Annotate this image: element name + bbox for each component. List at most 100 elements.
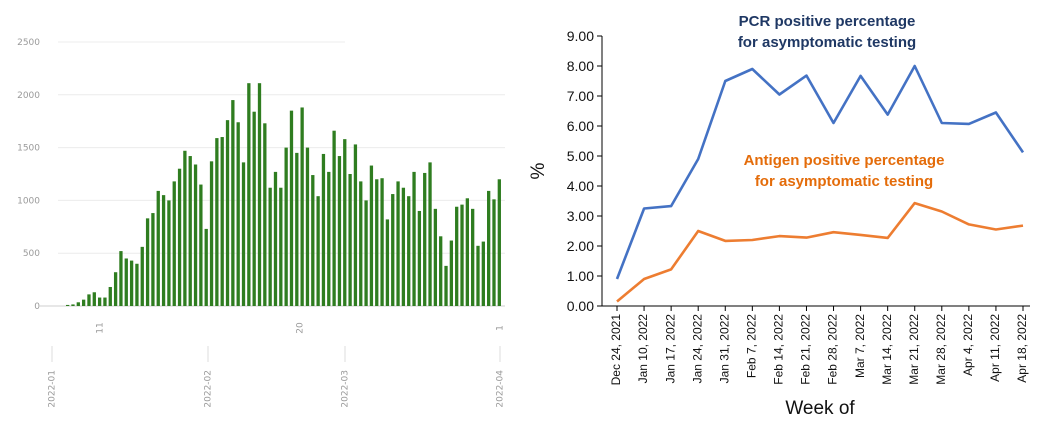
- left-bar: [108, 286, 112, 306]
- left-bar: [289, 110, 294, 306]
- left-bar: [225, 120, 230, 306]
- right-x-tick-label: Feb 7, 2022: [745, 314, 759, 378]
- left-bar: [481, 241, 485, 306]
- right-y-tick-label: 7.00: [567, 88, 594, 104]
- left-bar: [81, 299, 86, 306]
- right-y-tick-label: 4.00: [567, 178, 594, 194]
- right-y-tick-label: 8.00: [567, 58, 594, 74]
- left-bar: [348, 174, 352, 306]
- left-bar: [247, 83, 251, 307]
- right-x-tick-label: Mar 28, 2022: [934, 314, 948, 385]
- left-bar: [193, 164, 198, 306]
- left-bar: [135, 263, 139, 306]
- left-bar: [337, 156, 342, 306]
- left-bar: [444, 265, 448, 306]
- pcr-series-line: [615, 64, 1025, 280]
- left-inline-label: 11: [96, 322, 106, 333]
- right-line-chart: 0.00 1.00 2.00 3.00 4.00 5.00 6.00 7.00 8.00 9.00…: [528, 13, 1030, 419]
- left-bar: [145, 218, 150, 306]
- left-bar: [380, 178, 384, 306]
- left-bar: [423, 172, 427, 306]
- left-bar: [353, 144, 358, 306]
- left-bar: [476, 245, 480, 306]
- left-bar: [167, 200, 171, 306]
- left-bar: [124, 258, 128, 306]
- right-x-tick-label: Apr 11, 2022: [988, 314, 1002, 382]
- left-bar: [268, 187, 272, 306]
- right-y-tick-label: 0.00: [567, 298, 594, 314]
- right-x-tick-label: Jan 17, 2022: [663, 314, 677, 384]
- left-bar: [417, 210, 422, 306]
- left-bar: [220, 137, 224, 306]
- left-y-tick-label: 2500: [17, 38, 40, 48]
- left-bar: [204, 228, 208, 306]
- pcr-series-label: PCR positive percentage: [739, 13, 916, 30]
- left-bar: [215, 138, 219, 306]
- left-bar: [252, 111, 256, 306]
- left-bar: [295, 152, 299, 306]
- right-x-tick-label: Feb 28, 2022: [826, 314, 840, 385]
- left-bar: [311, 175, 315, 306]
- left-bar: [279, 187, 283, 306]
- left-bar: [156, 190, 160, 306]
- left-bar: [471, 208, 475, 306]
- antigen-series-label: Antigen positive percentage: [744, 152, 945, 169]
- left-bar: [172, 181, 176, 306]
- left-bar: [359, 181, 363, 306]
- left-bar: [412, 171, 416, 306]
- left-bar: [236, 122, 240, 306]
- left-bar: [161, 195, 166, 306]
- left-bar: [327, 171, 331, 306]
- left-bar: [66, 304, 70, 306]
- right-y-tick-label: 9.00: [567, 28, 594, 44]
- left-bar: [188, 156, 192, 306]
- left-y-tick-label: 1500: [17, 144, 40, 154]
- left-bar: [407, 196, 411, 306]
- left-bar: [433, 208, 438, 306]
- left-bar: [305, 147, 310, 306]
- left-bar: [332, 130, 336, 306]
- left-bar: [364, 200, 368, 306]
- right-x-axis-title: Week of: [785, 398, 855, 419]
- right-x-tick-label: Mar 7, 2022: [853, 314, 867, 378]
- left-x-tick-label: 2022-03: [341, 370, 351, 408]
- antigen-series-label: for asymptomatic testing: [755, 173, 933, 190]
- left-bar: [497, 179, 501, 306]
- antigen-series-line: [616, 201, 1024, 303]
- left-x-tick-label: 2022-01: [48, 370, 58, 408]
- right-x-tick-label: Dec 24, 2021: [609, 314, 623, 386]
- left-x-tick-label: 2022-04: [496, 370, 506, 408]
- right-x-tick-label: Mar 14, 2022: [880, 314, 894, 385]
- left-bar: [257, 83, 262, 307]
- right-y-tick-label: 2.00: [567, 238, 594, 254]
- right-y-axis-title: %: [528, 162, 549, 179]
- left-bar: [396, 181, 400, 306]
- left-bar: [273, 171, 278, 306]
- left-bar: [284, 147, 288, 306]
- left-inline-label: 20: [296, 322, 306, 334]
- left-bar: [428, 162, 432, 306]
- right-x-tick-label: Jan 31, 2022: [717, 314, 731, 384]
- right-x-tick-label: Mar 21, 2022: [907, 314, 921, 385]
- left-bar: [71, 304, 75, 306]
- left-bar: [87, 294, 91, 306]
- left-y-tick-label: 500: [23, 249, 40, 259]
- left-bar: [113, 272, 118, 306]
- left-inline-label: 1: [496, 325, 506, 331]
- left-bar: [177, 168, 182, 306]
- left-bar: [92, 292, 96, 306]
- right-y-tick-label: 1.00: [567, 268, 594, 284]
- left-bar: [492, 199, 496, 306]
- right-x-tick-label: Apr 4, 2022: [961, 314, 975, 376]
- left-x-tick-label: 2022-02: [204, 370, 214, 408]
- left-bar: [343, 139, 347, 306]
- left-bar: [76, 302, 80, 306]
- left-bar: [300, 107, 304, 306]
- left-bar: [231, 100, 235, 306]
- left-bar: [449, 240, 454, 306]
- right-y-tick-label: 5.00: [567, 148, 594, 164]
- left-bar: [151, 213, 155, 306]
- left-bar: [321, 153, 326, 306]
- left-bar: [119, 251, 123, 306]
- right-x-tick-label: Apr 18, 2022: [1015, 314, 1029, 383]
